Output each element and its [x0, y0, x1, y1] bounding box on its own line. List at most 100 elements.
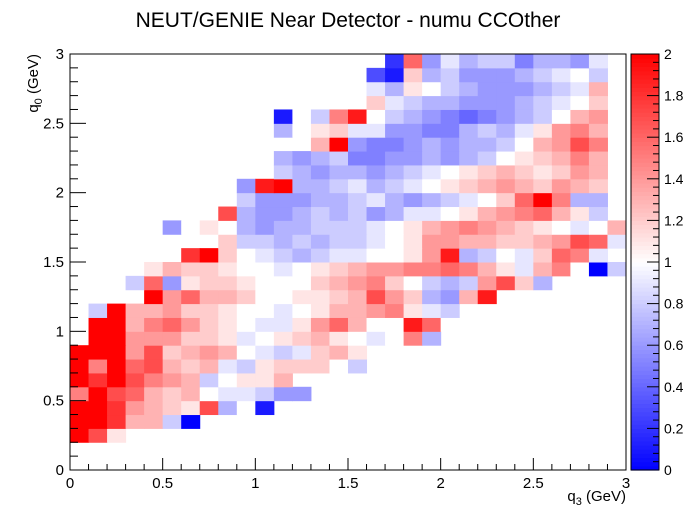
heatmap-cell — [310, 345, 330, 360]
heatmap-cell — [570, 95, 590, 110]
heatmap-cell — [588, 234, 608, 249]
heatmap-cell — [88, 386, 108, 402]
heatmap-cell — [181, 345, 201, 360]
heatmap-cell — [88, 303, 108, 318]
heatmap-cell — [236, 386, 256, 402]
color-scale-bar: 0 0.2 0.4 0.6 0.8 1 1.2 1.4 1.6 1.8 2 — [630, 46, 684, 478]
heatmap-cell — [440, 303, 460, 318]
heatmap-cell — [477, 248, 497, 263]
heatmap-cell — [477, 192, 497, 208]
heatmap-cell — [514, 151, 534, 166]
heatmap-cell — [459, 151, 479, 166]
heatmap-cell — [292, 151, 312, 166]
heatmap-cell — [533, 123, 553, 138]
heatmap-cell — [422, 192, 442, 208]
heatmap-cell — [88, 414, 108, 429]
heatmap-cell — [70, 372, 90, 388]
heatmap-cell — [144, 317, 164, 332]
color-scale-segment — [631, 420, 659, 425]
color-scale-segment — [631, 345, 659, 350]
heatmap-cell — [422, 81, 442, 97]
color-scale-segment — [631, 307, 659, 313]
heatmap-cell — [403, 54, 423, 69]
color-scale-segment — [631, 170, 659, 176]
heatmap-cell — [385, 95, 405, 110]
heatmap-cell — [422, 248, 442, 263]
color-scale-segment — [631, 374, 659, 380]
heatmap-cell — [236, 331, 256, 346]
heatmap-cell — [181, 248, 201, 263]
heatmap-cell — [218, 331, 238, 346]
heatmap-cell — [255, 248, 275, 263]
heatmap-cell — [218, 220, 238, 235]
color-scale-segment — [631, 95, 659, 101]
color-scale-segment — [631, 445, 659, 450]
heatmap-cell — [70, 345, 90, 360]
heatmap-cell — [273, 178, 293, 194]
heatmap-cell — [329, 109, 349, 124]
heatmap-cell — [236, 192, 256, 208]
heatmap-cell — [348, 151, 368, 166]
heatmap-cell — [348, 192, 368, 208]
heatmap-cell — [551, 109, 571, 124]
heatmap-cell — [570, 192, 590, 208]
heatmap-cell — [310, 123, 330, 138]
heatmap-cell — [385, 234, 405, 249]
heatmap-cell — [422, 178, 442, 194]
color-scale-segment — [631, 124, 659, 130]
heatmap-cell — [144, 262, 164, 277]
color-scale-segment — [631, 357, 659, 363]
heatmap-cell — [403, 178, 423, 194]
heatmap-cell — [292, 262, 312, 277]
heatmap-cell — [533, 95, 553, 110]
color-scale-label: 0.6 — [664, 337, 684, 353]
heatmap-cell — [310, 206, 330, 221]
heatmap-cell — [551, 192, 571, 208]
color-scale-label: 1 — [664, 254, 672, 270]
heatmap-cell — [273, 262, 293, 277]
color-scale-segment — [631, 436, 659, 442]
heatmap-cell — [348, 317, 368, 332]
heatmap-cell — [255, 359, 275, 374]
heatmap-cell — [310, 359, 330, 374]
heatmap-cell — [477, 137, 497, 152]
heatmap-cell — [329, 151, 349, 166]
y-tick-label: 0 — [56, 462, 64, 479]
heatmap-cell — [551, 234, 571, 249]
heatmap-cell — [218, 359, 238, 374]
color-scale-segment — [631, 78, 659, 84]
color-scale-segment — [631, 187, 659, 192]
heatmap-cell — [329, 234, 349, 249]
color-scale-segment — [631, 465, 659, 471]
x-tick-label: 3 — [622, 475, 630, 492]
y-tick-label: 1.5 — [43, 254, 64, 271]
heatmap-cell — [366, 137, 386, 152]
color-scale-segment — [631, 245, 659, 251]
color-scale-segment — [631, 341, 659, 346]
y-axis-label: q0 (GeV) — [25, 54, 45, 113]
color-scale-segment — [631, 116, 659, 122]
heatmap-cell — [125, 372, 145, 388]
color-scale-segment — [631, 182, 659, 188]
color-scale-segment — [631, 411, 659, 417]
heatmap-cell — [551, 206, 571, 221]
heatmap-cell — [125, 275, 145, 291]
heatmap-cell — [422, 123, 442, 138]
heatmap-cell — [570, 137, 590, 152]
heatmap-cell — [422, 137, 442, 152]
heatmap-cell — [70, 359, 90, 374]
heatmap-cell — [403, 81, 423, 97]
heatmap-cell — [385, 54, 405, 69]
heatmap-cell — [440, 151, 460, 166]
heatmap-cell — [366, 192, 386, 208]
color-scale-segment — [631, 54, 659, 59]
heatmap-cell — [440, 137, 460, 152]
heatmap-cell — [329, 303, 349, 318]
heatmap-cell — [533, 109, 553, 124]
color-scale-segment — [631, 174, 659, 180]
heatmap-cell — [366, 303, 386, 318]
heatmap-cell — [329, 359, 349, 374]
heatmap-cell — [366, 151, 386, 166]
heatmap-cell — [255, 400, 275, 416]
heatmap-cell — [588, 164, 608, 180]
